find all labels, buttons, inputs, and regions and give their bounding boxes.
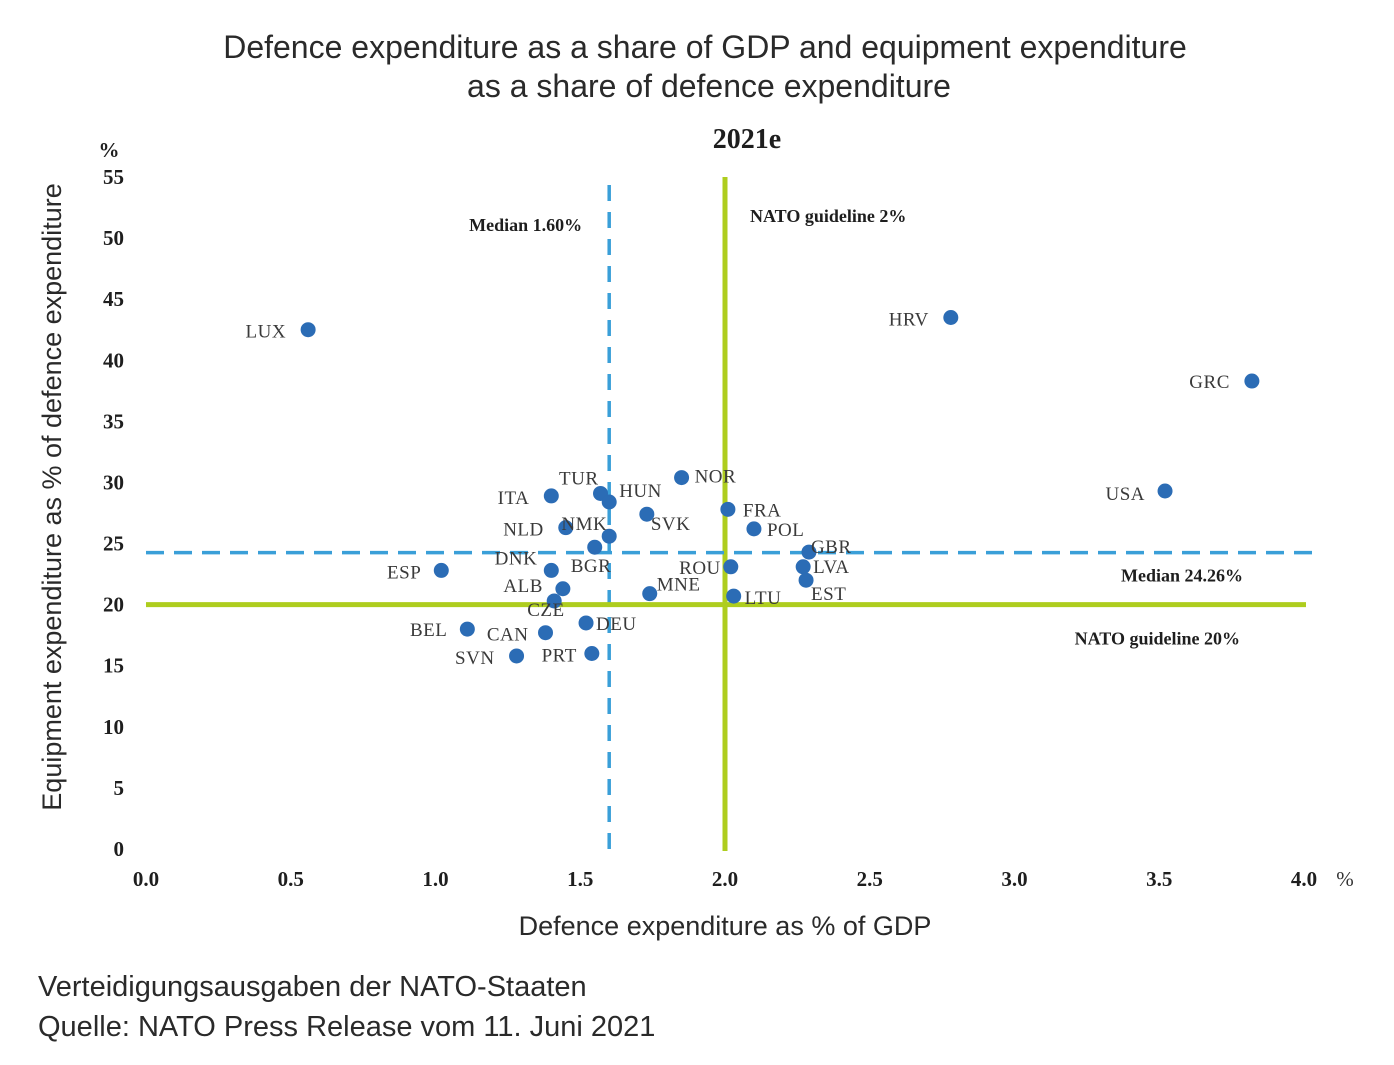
x-tick-label-1.0: 1.0: [422, 867, 448, 891]
y-axis-unit: %: [99, 138, 120, 162]
x-tick-label-3.5: 3.5: [1146, 867, 1172, 891]
data-point-nld: [558, 520, 574, 536]
data-point-grc: [1244, 373, 1260, 389]
x-tick-label-2.5: 2.5: [857, 867, 883, 891]
data-point-hrv: [943, 310, 959, 326]
data-point-label-hrv: HRV: [889, 310, 929, 331]
reference-line-labels: Median 1.60% NATO guideline 2% Median 24.2…: [469, 206, 1243, 649]
data-point-bgr: [587, 539, 603, 555]
data-point-label-usa: USA: [1106, 484, 1146, 505]
data-point-label-dnk: DNK: [495, 548, 538, 569]
data-point-label-ita: ITA: [498, 488, 530, 509]
y-tick-label-10: 10: [103, 715, 124, 739]
x-tick-label-2.0: 2.0: [712, 867, 738, 891]
data-point-label-ltu: LTU: [745, 588, 782, 609]
chart-subtitle: 2021e: [713, 124, 781, 155]
y-tick-label-5: 5: [114, 776, 125, 800]
data-point-label-nld: NLD: [503, 520, 544, 541]
data-point-label-rou: ROU: [679, 558, 721, 579]
data-point-usa: [1157, 483, 1173, 499]
y-tick-label-25: 25: [103, 532, 124, 556]
y-tick-label-30: 30: [103, 470, 124, 494]
data-point-label-lva: LVA: [813, 557, 849, 578]
chart-title-line-1: Defence expenditure as a share of GDP an…: [223, 29, 1187, 65]
scatter-chart: Defence expenditure as a share of GDP an…: [37, 29, 1354, 941]
x-tick-label-4.0: 4.0: [1291, 867, 1317, 891]
data-point-labels: LUX HRV GRC USA NOR TUR ITA HUN FRA SVK NLD POL NMK B…: [246, 310, 1230, 669]
data-point-lux: [300, 322, 316, 338]
x-tick-label-1.5: 1.5: [567, 867, 593, 891]
data-point-label-nmk: NMK: [561, 514, 607, 535]
data-point-label-hun: HUN: [619, 481, 662, 502]
data-point-label-can: CAN: [487, 625, 529, 646]
data-point-esp: [433, 562, 449, 578]
x-axis-ticks: 0.0 0.5 1.0 1.5 2.0 2.5 3.0 3.5 4.0: [133, 867, 1317, 891]
data-point-rou: [723, 559, 739, 575]
data-point-label-mne: MNE: [657, 575, 701, 596]
y-tick-label-20: 20: [103, 593, 124, 617]
data-point-label-est: EST: [811, 584, 846, 605]
data-point-label-pol: POL: [767, 520, 804, 541]
data-point-fra: [720, 501, 736, 517]
y-tick-label-0: 0: [114, 837, 125, 861]
data-point-ita: [543, 488, 559, 504]
data-point-mne: [642, 586, 658, 602]
data-point-can: [538, 625, 554, 641]
data-point-est: [798, 572, 814, 588]
vertical-median-label: Median 1.60%: [469, 215, 582, 235]
data-point-svk: [639, 506, 655, 522]
data-point-label-bel: BEL: [410, 620, 447, 641]
data-points: [300, 310, 1260, 664]
data-point-label-svn: SVN: [455, 648, 495, 669]
y-tick-label-55: 55: [103, 165, 124, 189]
footer-caption: Verteidigungsausgaben der NATO-Staaten: [38, 971, 587, 1003]
data-point-label-bgr: BGR: [571, 556, 612, 577]
data-point-nor: [674, 470, 690, 486]
data-point-label-nor: NOR: [695, 467, 737, 488]
data-point-ltu: [726, 588, 742, 604]
x-axis-title: Defence expenditure as % of GDP: [519, 911, 932, 941]
data-point-nmk: [601, 528, 617, 544]
horizontal-median-label: Median 24.26%: [1121, 566, 1243, 586]
data-point-svn: [509, 648, 525, 664]
data-point-label-tur: TUR: [559, 468, 599, 489]
y-tick-label-50: 50: [103, 226, 124, 250]
vertical-guideline-label: NATO guideline 2%: [750, 206, 906, 226]
data-point-label-grc: GRC: [1189, 372, 1230, 393]
data-point-prt: [584, 646, 600, 662]
data-point-pol: [746, 521, 762, 537]
data-point-label-cze: CZE: [527, 600, 564, 621]
x-tick-label-3.0: 3.0: [1001, 867, 1027, 891]
data-point-bel: [459, 621, 475, 637]
y-axis-title: Equipment expenditure as % of defence ex…: [37, 183, 67, 810]
data-point-dnk: [543, 562, 559, 578]
data-point-gbr: [801, 544, 817, 560]
chart-title-line-2: as a share of defence expenditure: [467, 68, 951, 104]
x-tick-label-0.0: 0.0: [133, 867, 159, 891]
data-point-label-gbr: GBR: [811, 537, 852, 558]
data-point-label-prt: PRT: [542, 646, 577, 667]
data-point-lva: [795, 559, 811, 575]
horizontal-guideline-label: NATO guideline 20%: [1075, 629, 1240, 649]
y-axis-ticks: 0 5 10 15 20 25 30 35 40 45 50 55: [103, 165, 124, 861]
y-tick-label-40: 40: [103, 348, 124, 372]
x-axis-unit: %: [1336, 867, 1354, 891]
data-point-label-esp: ESP: [387, 562, 421, 583]
data-point-label-alb: ALB: [503, 576, 543, 597]
x-tick-label-0.5: 0.5: [278, 867, 304, 891]
data-point-label-fra: FRA: [743, 500, 781, 521]
data-point-label-deu: DEU: [596, 614, 637, 635]
footer-source: Quelle: NATO Press Release vom 11. Juni …: [38, 1011, 656, 1043]
data-point-hun: [601, 494, 617, 510]
data-point-deu: [578, 615, 594, 631]
data-point-label-lux: LUX: [246, 322, 287, 343]
data-point-alb: [555, 581, 571, 597]
y-tick-label-15: 15: [103, 654, 124, 678]
y-tick-label-45: 45: [103, 287, 124, 311]
data-point-label-svk: SVK: [651, 514, 691, 535]
y-tick-label-35: 35: [103, 409, 124, 433]
data-point-cze: [546, 593, 562, 609]
